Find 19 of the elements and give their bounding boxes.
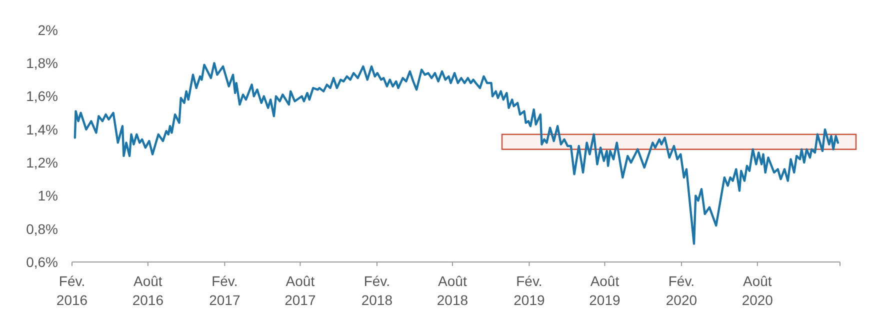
x-tick-label: Fév. 2017 xyxy=(209,273,240,308)
x-tick-label: Août 2020 xyxy=(742,273,774,308)
y-tick-label: 1,4% xyxy=(26,121,58,138)
line-series xyxy=(74,62,840,245)
y-tick-label: 1,8% xyxy=(26,55,58,72)
y-tick-label: 2% xyxy=(38,22,58,38)
y-tick-label: 1% xyxy=(38,188,58,204)
y-tick-label: 1,2% xyxy=(26,154,58,170)
x-tick-label: Fév. 2020 xyxy=(666,273,698,308)
x-tick-label: Fév. 2019 xyxy=(514,273,545,308)
x-tick-label: Août 2019 xyxy=(589,273,620,308)
y-tick-label: 0,6% xyxy=(26,254,58,270)
x-tick-label: Fév. 2018 xyxy=(361,273,393,308)
x-tick-label: Août 2016 xyxy=(132,273,164,308)
y-tick-label: 0,8% xyxy=(26,220,58,237)
x-tick-label: Août 2018 xyxy=(436,273,468,308)
y-tick-label: 1,6% xyxy=(26,88,58,104)
x-tick-label: Août 2017 xyxy=(284,273,316,308)
x-tick-label: Fév. 2016 xyxy=(56,273,88,308)
